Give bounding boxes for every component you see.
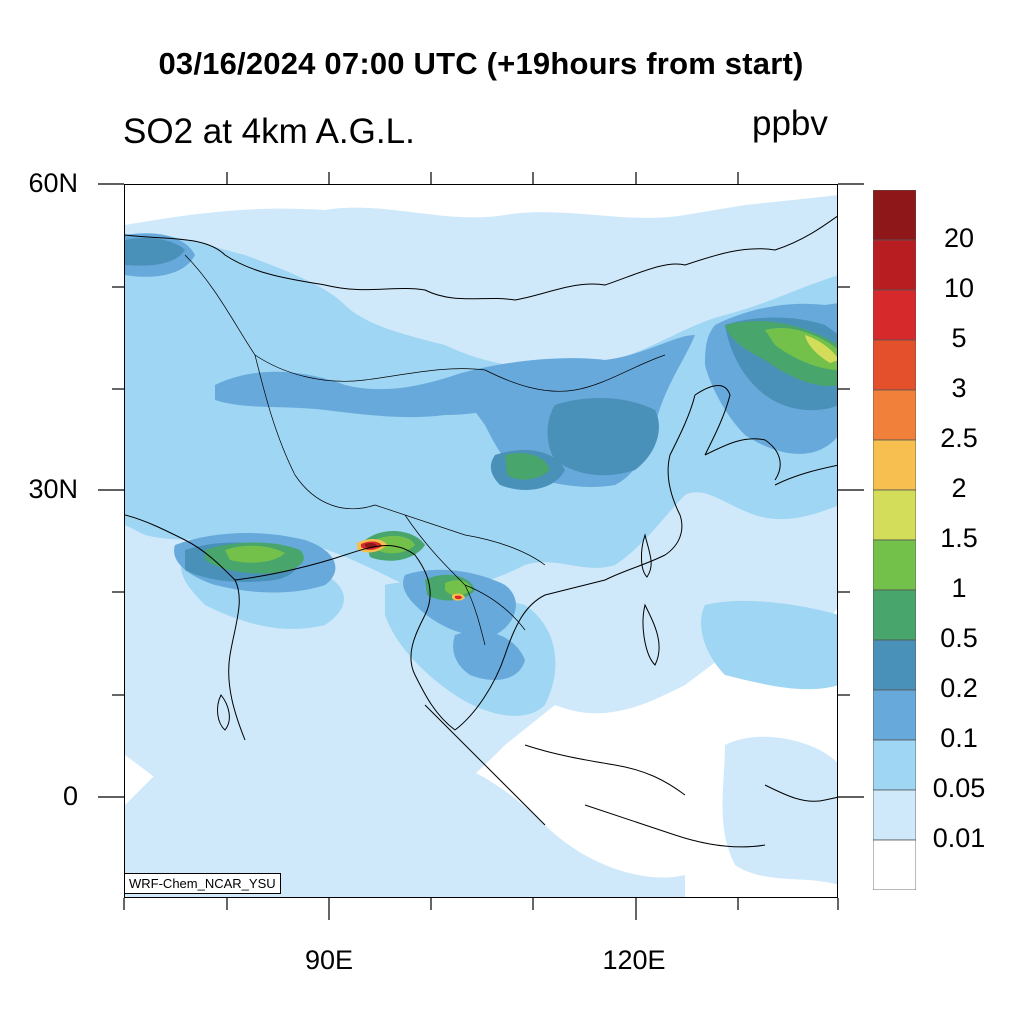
colorbar-swatch [873, 489, 916, 541]
colorbar-swatch [873, 839, 916, 890]
colorbar-label: 1 [951, 573, 967, 603]
colorbar-label: 0.1 [940, 723, 978, 753]
colorbar-swatch [873, 339, 916, 391]
contour-high-values [357, 539, 465, 601]
colorbar-label: 3 [951, 373, 967, 403]
colorbar-swatch [873, 689, 916, 741]
units-label: ppbv [752, 104, 828, 143]
colorbar-swatch [873, 289, 916, 341]
colorbar-label: 0.01 [932, 823, 986, 853]
lat-label-0: 0 [62, 781, 78, 811]
lon-label-90e: 90E [304, 945, 354, 975]
lat-label-60n: 60N [28, 168, 78, 198]
colorbar-swatch [873, 439, 916, 491]
colorbar-label: 0.2 [940, 673, 978, 703]
colorbar-swatch [873, 389, 916, 441]
colorbar-label: 1.5 [940, 523, 978, 553]
country-borders [184, 254, 666, 646]
colorbar-swatch [873, 539, 916, 591]
colorbar-swatch [873, 739, 916, 791]
colorbar-label: 2 [951, 473, 967, 503]
colorbar-swatch [873, 789, 916, 841]
colorbar-label: 2.5 [940, 423, 978, 453]
coastlines [125, 215, 837, 848]
colorbar-swatch [873, 589, 916, 641]
colorbar-swatch [873, 639, 916, 691]
map-canvas [125, 195, 837, 897]
model-credit: WRF-Chem_NCAR_YSU [124, 873, 281, 894]
colorbar-label: 20 [943, 223, 975, 253]
lat-label-30n: 30N [28, 474, 78, 504]
contour-level-15 [805, 335, 837, 363]
contour-level-1 [225, 327, 837, 596]
colorbar-swatch [873, 239, 916, 291]
colorbar-label: 0.5 [940, 623, 978, 653]
variable-label: SO2 at 4km A.G.L. [123, 112, 415, 151]
colorbar-label: 5 [951, 323, 967, 353]
colorbar-label: 0.05 [932, 773, 986, 803]
colorbar [873, 190, 916, 890]
lon-label-120e: 120E [602, 945, 666, 975]
colorbar-swatch [873, 190, 916, 241]
so2-map [124, 184, 838, 898]
colorbar-label: 10 [943, 273, 975, 303]
map-title: 03/16/2024 07:00 UTC (+19hours from star… [158, 46, 804, 81]
